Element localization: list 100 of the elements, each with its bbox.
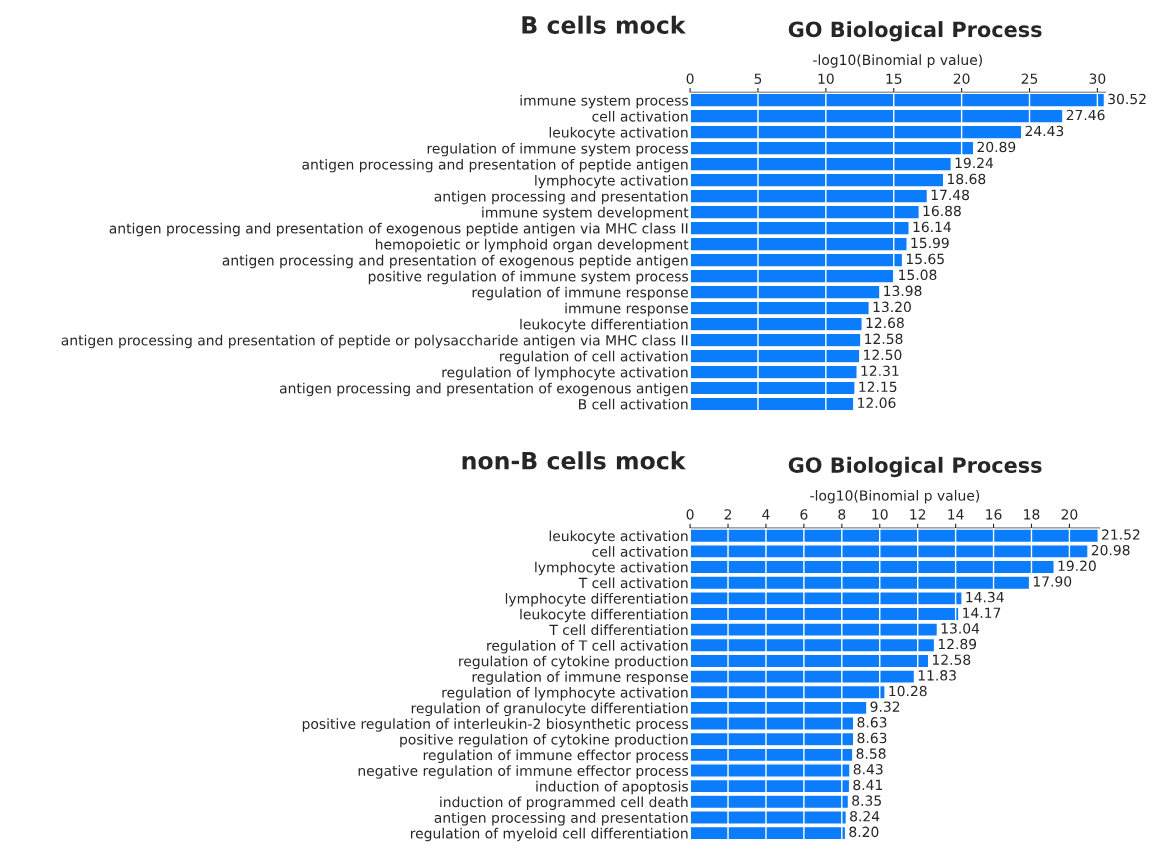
data-label: 20.98 (1091, 544, 1130, 556)
data-label: 8.35 (852, 795, 881, 806)
data-label: 13.98 (884, 285, 922, 297)
x-tick-label: 16 (986, 509, 1002, 520)
y-tick-label: immune system development (482, 206, 689, 221)
data-label: 15.65 (906, 253, 944, 265)
y-tick-label: immune response (565, 302, 688, 317)
y-tick-label: lymphocyte activation (535, 174, 688, 189)
data-label: 12.58 (932, 654, 971, 665)
x-tick-label: 8 (838, 509, 846, 520)
data-label: 10.28 (889, 685, 927, 697)
data-label: 8.63 (857, 732, 887, 744)
data-label: 16.14 (913, 221, 951, 233)
data-label: 17.48 (931, 189, 969, 201)
x-tick-label: 15 (886, 73, 902, 84)
data-label: 17.90 (1033, 576, 1072, 587)
data-label: 18.68 (948, 173, 986, 185)
x-tick-label: 25 (1021, 73, 1038, 84)
x-axis-title: -log10(Binomial p value) (813, 54, 982, 68)
y-tick-label: positive regulation of cytokine production (400, 733, 688, 748)
y-tick-label: regulation of immune effector process (423, 749, 689, 764)
y-tick-label: regulation of T cell activation (487, 640, 688, 654)
y-tick-label: leukocyte activation (549, 126, 688, 141)
y-tick-label: lymphocyte differentiation (505, 593, 688, 607)
y-tick-label: regulation of immune system process (427, 142, 689, 157)
y-tick-label: antigen processing and presentation (434, 190, 688, 205)
y-tick-label: induction of programmed cell death (440, 796, 688, 810)
x-tick-label: 0 (686, 509, 694, 520)
data-label: 9.32 (870, 701, 900, 712)
x-axis-title: -log10(Binomial p value) (810, 490, 980, 504)
chart-subtitle: GO Biological Process (788, 456, 1042, 478)
y-tick-label: regulation of granulocyte differentiation (411, 702, 688, 717)
chart-title: non-B cells mock (462, 451, 686, 470)
y-tick-label: leukocyte differentiation (520, 608, 688, 623)
y-tick-label: antigen processing and presentation of peptide or polysaccharide antigen via MHC class II (61, 334, 688, 349)
data-label: 12.58 (865, 333, 903, 345)
y-tick-label: cell activation (592, 110, 688, 122)
y-tick-label: regulation of lymphocyte activation (442, 686, 688, 701)
x-tick-label: 18 (1024, 509, 1040, 520)
y-tick-label: cell activation (592, 546, 688, 557)
data-label: 12.68 (866, 317, 904, 329)
data-label: 12.50 (864, 349, 902, 361)
data-label: 30.52 (1108, 93, 1146, 105)
x-tick-label: 4 (762, 509, 770, 520)
x-tick-label: 14 (948, 509, 964, 520)
data-label: 12.06 (858, 397, 896, 409)
x-tick-label: 12 (910, 509, 926, 520)
x-tick-label: 6 (800, 509, 808, 520)
data-label: 27.46 (1066, 109, 1105, 121)
x-tick-label: 10 (818, 73, 834, 84)
y-tick-label: leukocyte differentiation (520, 318, 688, 333)
chart-title: B cells mock (522, 15, 686, 34)
x-tick-label: 5 (754, 73, 762, 84)
data-label: 8.41 (853, 779, 883, 791)
x-tick-label: 0 (686, 73, 694, 84)
chart-subtitle: GO Biological Process (788, 21, 1042, 42)
data-label: 8.58 (856, 748, 886, 759)
data-label: 11.83 (918, 670, 956, 681)
x-tick-label: 20 (953, 73, 970, 84)
data-label: 14.34 (966, 591, 1004, 603)
x-tick-label: 20 (1061, 509, 1078, 520)
data-label: 8.24 (850, 810, 880, 822)
data-label: 21.52 (1102, 529, 1140, 540)
y-tick-label: positive regulation of interleukin-2 biosynthetic process (302, 718, 689, 732)
y-tick-label: T cell differentiation (549, 624, 688, 636)
x-tick-label: 2 (724, 509, 732, 520)
data-label: 12.15 (859, 381, 897, 393)
y-tick-label: regulation of cytokine production (459, 655, 688, 670)
y-tick-label: T cell activation (578, 577, 688, 589)
data-label: 19.24 (955, 157, 994, 169)
data-label: 14.17 (963, 607, 1001, 618)
data-label: 8.20 (849, 826, 879, 838)
data-label: 15.08 (899, 269, 937, 281)
y-tick-label: antigen processing and presentation (434, 812, 688, 826)
y-tick-label: hemopoietic or lymphoid organ development (375, 238, 689, 253)
x-tick-label: 30 (1089, 73, 1106, 84)
data-label: 8.43 (853, 764, 883, 775)
data-label: 13.04 (941, 623, 980, 634)
data-label: 16.88 (923, 205, 961, 217)
y-tick-label: lymphocyte activation (535, 561, 688, 576)
y-tick-label: positive regulation of immune system process (368, 270, 689, 285)
x-tick-label: 10 (872, 509, 888, 520)
data-label: 12.31 (861, 365, 899, 377)
y-tick-label: leukocyte activation (549, 530, 688, 544)
y-tick-label: antigen processing and presentation of exogenous antigen (279, 382, 688, 397)
y-tick-label: regulation of immune response (472, 671, 688, 685)
y-tick-label: regulation of cell activation (500, 350, 688, 365)
y-tick-label: antigen processing and presentation of peptide antigen (302, 158, 688, 173)
data-label: 13.20 (873, 301, 911, 313)
y-tick-label: regulation of immune response (472, 286, 688, 301)
data-label: 8.63 (857, 717, 887, 728)
y-tick-label: regulation of myeloid cell differentiation (410, 827, 688, 842)
y-tick-label: negative regulation of immune effector process (358, 765, 689, 779)
data-label: 15.99 (911, 237, 949, 249)
y-tick-label: B cell activation (579, 398, 688, 410)
y-tick-label: antigen processing and presentation of exogenous peptide antigen via MHC class II (109, 222, 688, 237)
y-tick-label: induction of apoptosis (536, 780, 689, 795)
y-tick-label: antigen processing and presentation of exogenous peptide antigen (222, 254, 688, 269)
data-label: 24.43 (1025, 125, 1064, 137)
y-tick-label: regulation of lymphocyte activation (442, 366, 688, 381)
